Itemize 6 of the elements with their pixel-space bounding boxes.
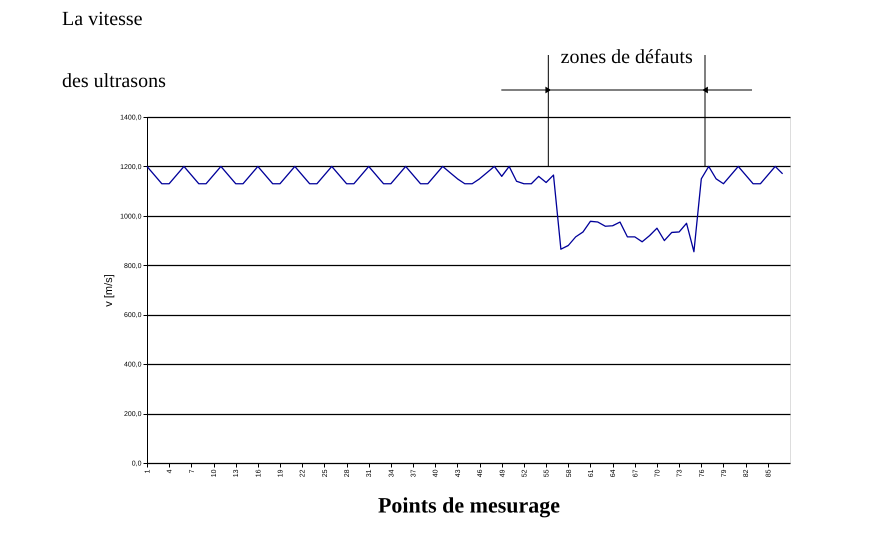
text: La vitesse bbox=[62, 8, 143, 30]
text: des ultrasons bbox=[62, 70, 166, 92]
line-series bbox=[146, 166, 784, 252]
text: zones de défauts bbox=[560, 46, 693, 68]
x-axis-title: Points de mesurage bbox=[378, 492, 560, 518]
y-axis-title: v [m/s] bbox=[103, 274, 116, 307]
